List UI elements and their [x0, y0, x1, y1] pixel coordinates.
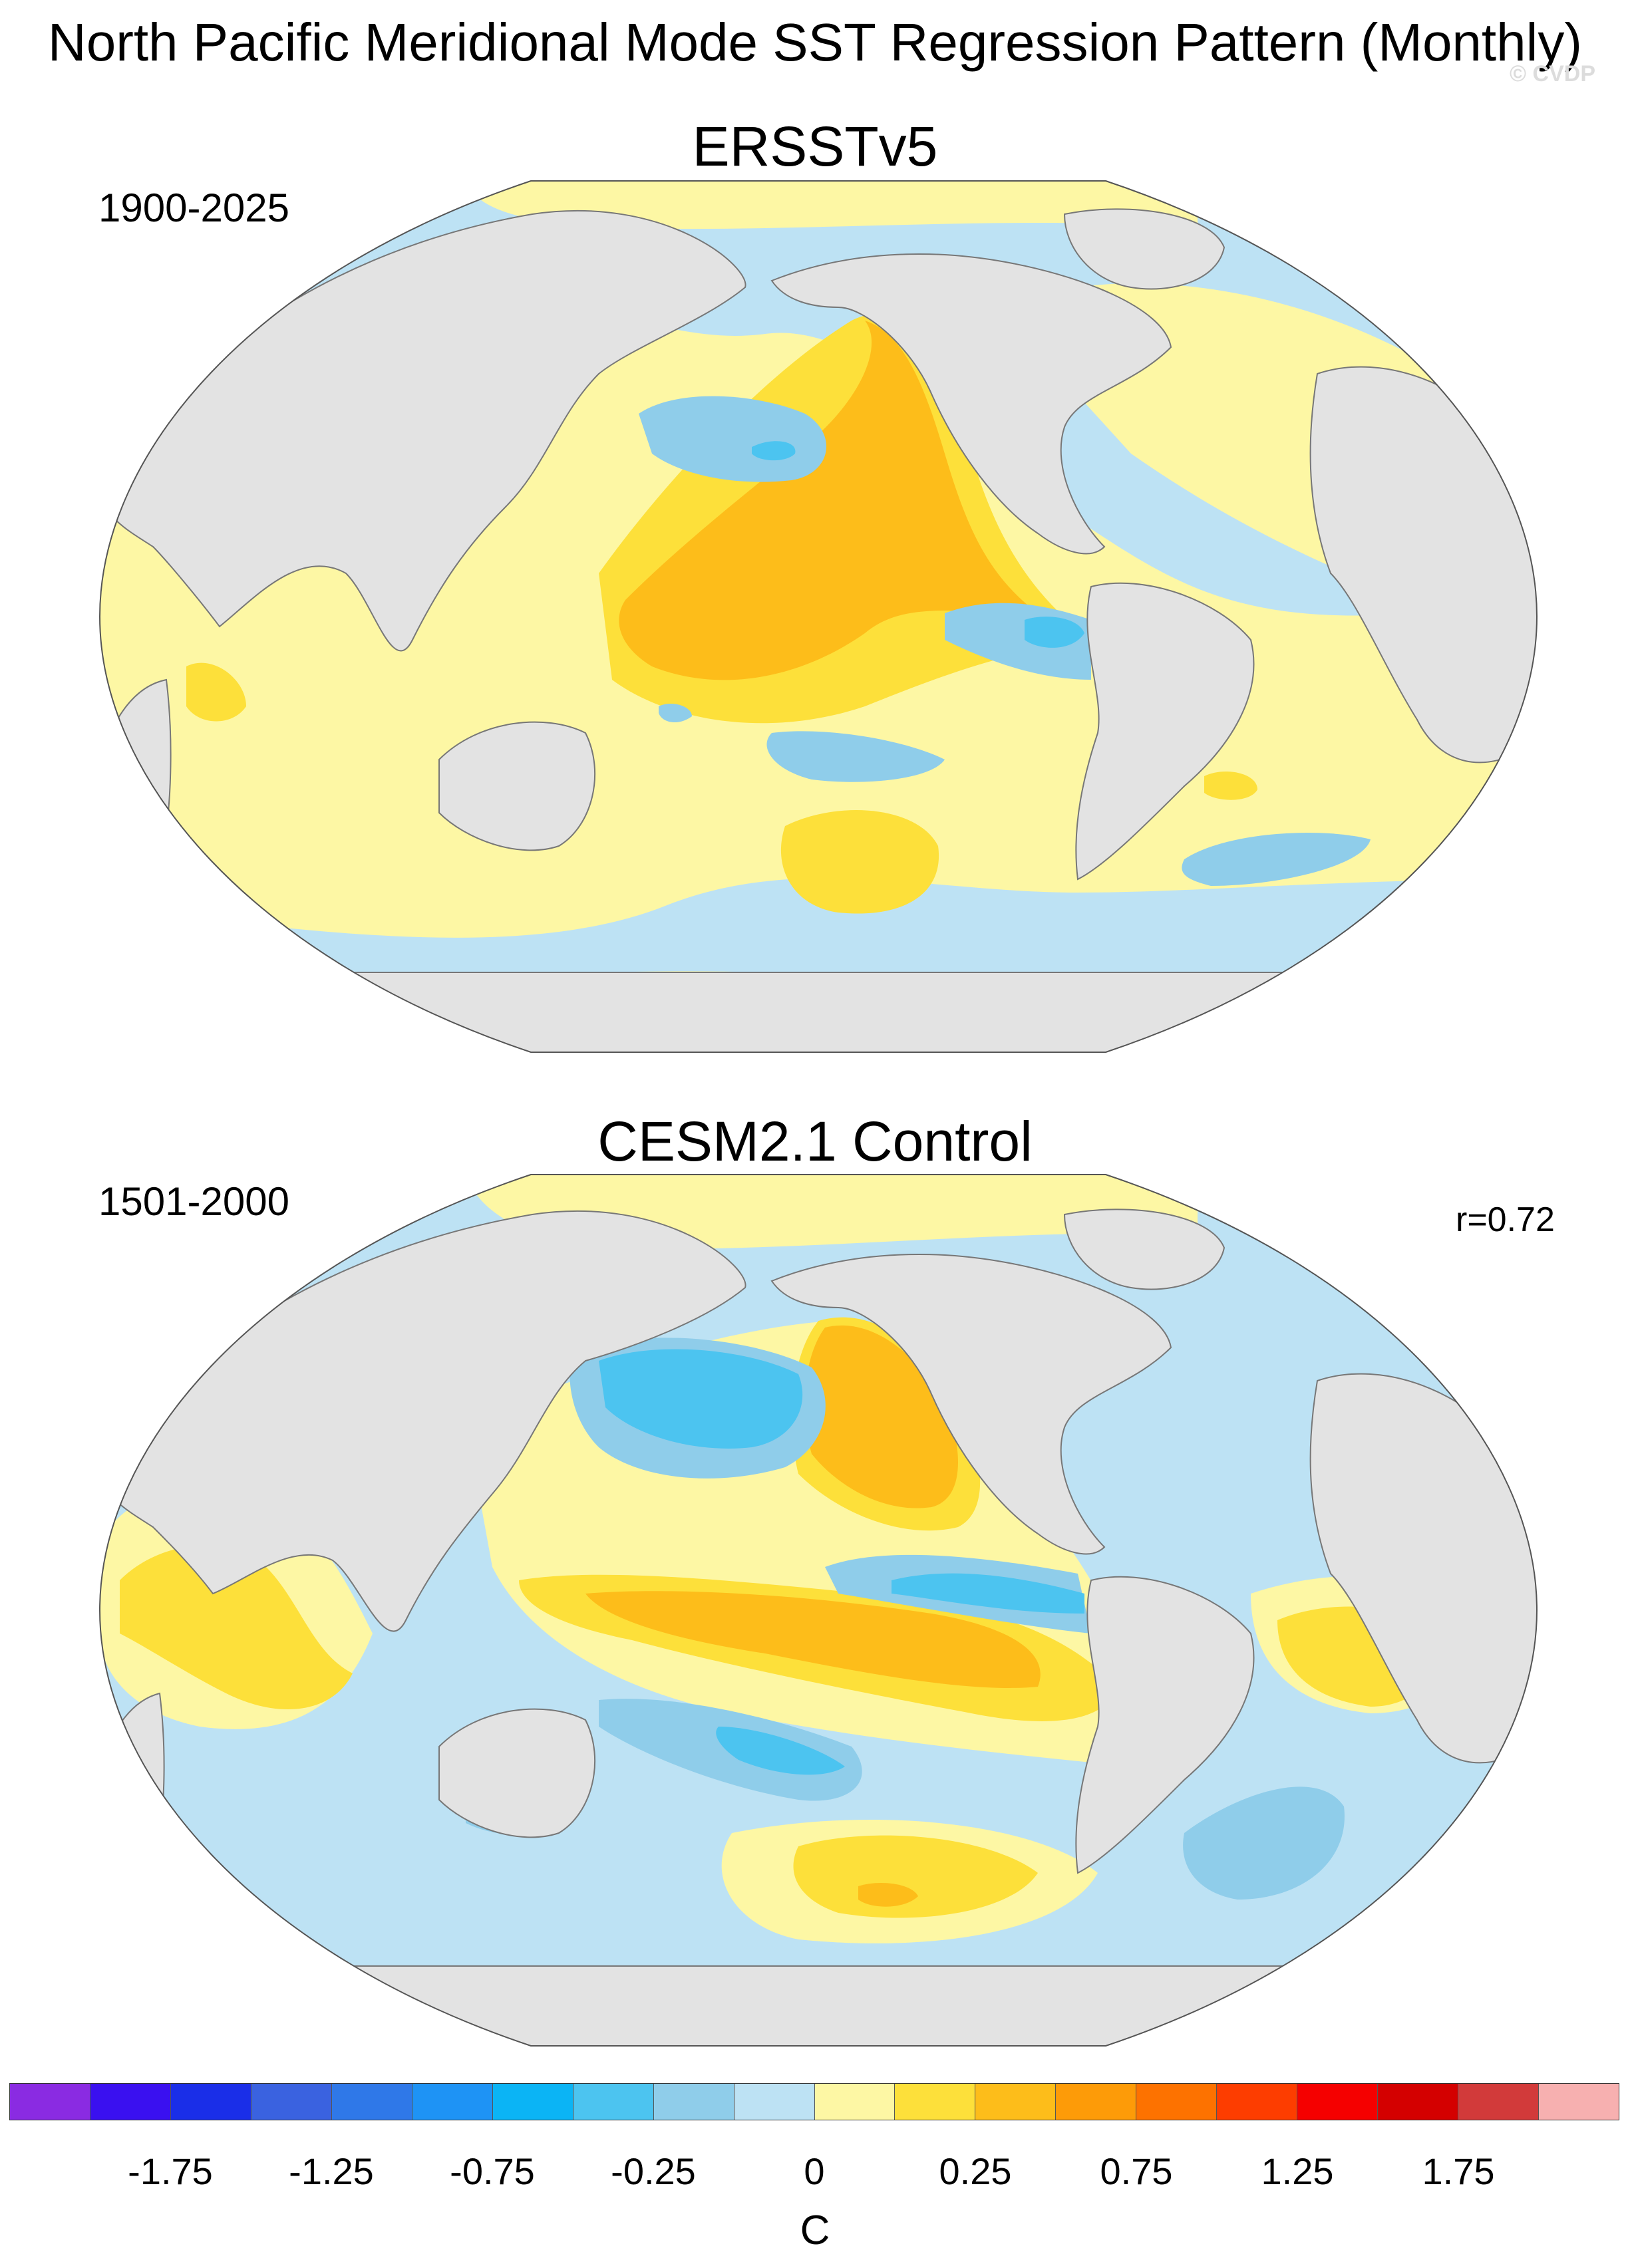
panel-2-period: 1501-2000 — [98, 1179, 289, 1224]
colorbar-box — [734, 2084, 815, 2120]
colorbar-box — [975, 2084, 1057, 2120]
colorbar-tick-label: 0.75 — [1100, 2150, 1173, 2192]
colorbar-tick-label: 0 — [804, 2150, 825, 2192]
map-outline — [98, 180, 1538, 1053]
land-south-america — [1075, 1576, 1255, 1874]
sst-strong-cool — [716, 1727, 845, 1775]
colorbar-tick-label: 0.25 — [939, 2150, 1012, 2192]
colorbar-box — [412, 2084, 493, 2120]
colorbar-box — [653, 2084, 734, 2120]
colorbar-box — [1297, 2084, 1379, 2120]
sst-cool — [639, 396, 827, 482]
colorbar-box — [331, 2084, 412, 2120]
land-greenland — [1063, 208, 1225, 290]
colorbar-box — [573, 2084, 654, 2120]
land-eurasia — [100, 210, 746, 652]
land-australia — [438, 1708, 596, 1838]
land-africa — [100, 678, 172, 867]
land-australia — [438, 721, 596, 851]
colorbar-box — [492, 2084, 573, 2120]
colorbar-box — [1056, 2084, 1137, 2120]
sst-warm — [1204, 771, 1257, 800]
colorbar-box — [1458, 2084, 1540, 2120]
sst-warm — [780, 810, 939, 914]
colorbar-box — [1378, 2084, 1459, 2120]
colorbar-box — [90, 2084, 171, 2120]
colorbar-tick-label: -1.75 — [128, 2150, 213, 2192]
map-outline — [98, 1174, 1538, 2047]
panel-2-title: CESM2.1 Control — [597, 1110, 1033, 1173]
colorbar-tick-label: -0.75 — [450, 2150, 535, 2192]
watermark: © CVDP — [1510, 61, 1595, 86]
page-title: North Pacific Meridional Mode SST Regres… — [47, 13, 1583, 72]
land-antarctica — [100, 1965, 1537, 2046]
sst-warm — [793, 1835, 1038, 1918]
colorbar-box — [895, 2084, 976, 2120]
colorbar-tick-label: -1.25 — [289, 2150, 374, 2192]
colorbar-box — [10, 2084, 90, 2120]
panel-2-correlation: r=0.72 — [1456, 1201, 1555, 1239]
panel-1-title: ERSSTv5 — [692, 115, 938, 178]
sst-cool — [1183, 1786, 1345, 1900]
colorbar-box — [251, 2084, 332, 2120]
sst-light-warm — [466, 181, 1198, 229]
colorbar-units: C — [800, 2207, 830, 2253]
sst-strong-warm — [585, 1591, 1041, 1688]
colorbar-tick-label: 1.75 — [1422, 2150, 1495, 2192]
land-north-america — [770, 1254, 1172, 1555]
sst-cool — [1182, 833, 1371, 886]
colorbar-tick-label: -0.25 — [611, 2150, 696, 2192]
colorbar-box — [170, 2084, 251, 2120]
colorbar-tick-label: 1.25 — [1261, 2150, 1334, 2192]
panel-2-map — [98, 1174, 1538, 2047]
colorbar-box — [1539, 2084, 1619, 2120]
panel-1-period: 1900-2025 — [98, 186, 289, 230]
land-greenland — [1063, 1208, 1225, 1290]
land-south-america — [1075, 582, 1255, 881]
sst-warm — [186, 662, 246, 722]
sst-cool — [659, 703, 692, 723]
sst-cool — [766, 731, 945, 782]
colorbar — [9, 2083, 1619, 2120]
sst-strong-warm — [619, 321, 1038, 680]
colorbar-box — [814, 2084, 896, 2120]
sst-warm — [120, 1545, 353, 1709]
sst-strong-warm — [858, 1883, 918, 1907]
sst-strong-cool — [599, 1349, 803, 1449]
land-antarctica — [100, 972, 1537, 1052]
land-north-america — [770, 253, 1172, 555]
colorbar-box — [1136, 2084, 1218, 2120]
colorbar-box — [1217, 2084, 1298, 2120]
panel-1-map — [98, 180, 1538, 1053]
sst-strong-cool — [752, 441, 796, 461]
sst-strong-cool — [1025, 617, 1084, 648]
sst-strong-cool — [892, 1573, 1084, 1614]
